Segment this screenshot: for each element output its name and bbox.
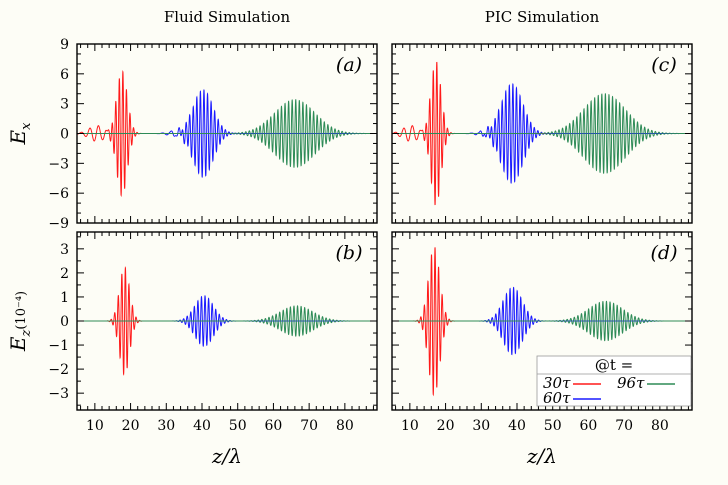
legend-item-60τ: 60τ bbox=[543, 389, 601, 407]
y-tick-label: 3 bbox=[60, 242, 69, 258]
x-tick-label: 30 bbox=[472, 418, 490, 434]
series-group bbox=[77, 69, 377, 198]
x-tick-label: 40 bbox=[193, 418, 211, 434]
series-line-96τ bbox=[77, 99, 377, 168]
series-group bbox=[77, 266, 377, 376]
y-tick-label: −3 bbox=[48, 156, 69, 172]
legend-label: 30τ bbox=[543, 374, 571, 392]
x-tick-label: 70 bbox=[615, 418, 633, 434]
x-tick-label: 70 bbox=[300, 418, 318, 434]
legend-box bbox=[536, 355, 692, 407]
panel-label: (c) bbox=[651, 54, 676, 76]
x-tick-label: 50 bbox=[544, 418, 562, 434]
series-group bbox=[392, 247, 692, 397]
x-tick-label: 60 bbox=[265, 418, 283, 434]
x-tick-label: 30 bbox=[157, 418, 175, 434]
y-tick-label: 1 bbox=[60, 290, 69, 306]
legend-item-30τ: 30τ bbox=[543, 374, 601, 392]
x-tick-label: 20 bbox=[122, 418, 140, 434]
y-tick-label: −6 bbox=[48, 186, 69, 202]
y-tick-label: −3 bbox=[48, 386, 69, 402]
legend-label: 96τ bbox=[617, 374, 645, 392]
series-group bbox=[392, 61, 692, 206]
panel-c: (c) bbox=[391, 43, 693, 224]
x-tick-label: 10 bbox=[401, 418, 419, 434]
x-tick-label: 20 bbox=[437, 418, 455, 434]
column-title-1: Fluid Simulation bbox=[164, 8, 291, 26]
legend-label: 60τ bbox=[543, 389, 571, 407]
panel-a: 9 6 3 0 −3 −6 −9 (a) bbox=[48, 37, 378, 232]
y-axis-label-row-1: Ex bbox=[6, 122, 34, 146]
panel-label: (d) bbox=[651, 242, 678, 264]
x-tick-label: 60 bbox=[580, 418, 598, 434]
y-tick-label: −2 bbox=[48, 362, 69, 378]
x-axis-label-col-2: z/λ bbox=[526, 444, 557, 468]
legend: @t = 30τ 96τ 60τ bbox=[536, 355, 692, 407]
x-tick-label: 10 bbox=[86, 418, 104, 434]
x-tick-label: 50 bbox=[229, 418, 247, 434]
legend-item-96τ: 96τ bbox=[617, 374, 675, 392]
panel-label: (a) bbox=[336, 54, 362, 76]
y-tick-label: −9 bbox=[48, 216, 69, 232]
x-axis-label-col-1: z/λ bbox=[211, 444, 242, 468]
x-tick-label: 80 bbox=[651, 418, 669, 434]
series-line-96τ bbox=[392, 300, 692, 342]
column-title-2: PIC Simulation bbox=[485, 8, 600, 26]
series-line-96τ bbox=[392, 93, 692, 174]
x-tick-label: 80 bbox=[336, 418, 354, 434]
y-axis-label-row-2: Ez(10⁻⁴) bbox=[6, 291, 34, 352]
y-tick-label: 0 bbox=[60, 127, 69, 143]
y-tick-label: 2 bbox=[60, 266, 69, 282]
y-tick-label: 0 bbox=[60, 314, 69, 330]
y-tick-label: 3 bbox=[60, 97, 69, 113]
y-tick-label: 9 bbox=[60, 37, 69, 53]
x-tick-label: 40 bbox=[508, 418, 526, 434]
legend-title: @t = bbox=[595, 356, 633, 374]
panel-label: (b) bbox=[336, 242, 363, 264]
series-line-96τ bbox=[77, 305, 377, 337]
panel-d: 10 20 30 40 50 60 70 80 (d) bbox=[391, 231, 693, 434]
y-tick-label: −1 bbox=[48, 338, 69, 354]
y-tick-label: 6 bbox=[60, 67, 69, 83]
